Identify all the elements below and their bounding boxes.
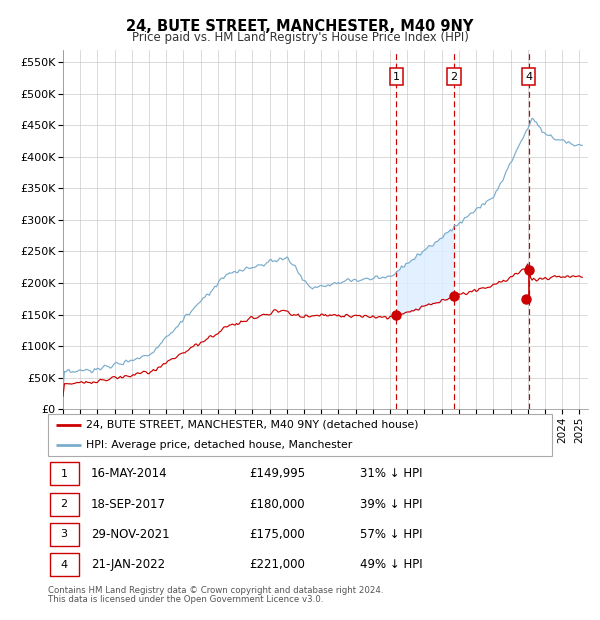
Text: 39% ↓ HPI: 39% ↓ HPI [361, 498, 423, 511]
Text: 4: 4 [525, 71, 532, 82]
Text: This data is licensed under the Open Government Licence v3.0.: This data is licensed under the Open Gov… [48, 595, 323, 604]
Text: 1: 1 [393, 71, 400, 82]
Text: 24, BUTE STREET, MANCHESTER, M40 9NY: 24, BUTE STREET, MANCHESTER, M40 9NY [127, 19, 473, 33]
Text: 2: 2 [61, 499, 68, 509]
Text: 1: 1 [61, 469, 68, 479]
Text: 2: 2 [451, 71, 458, 82]
Text: £221,000: £221,000 [250, 558, 305, 571]
Text: 3: 3 [61, 529, 68, 539]
Text: HPI: Average price, detached house, Manchester: HPI: Average price, detached house, Manc… [86, 440, 352, 450]
Text: 16-MAY-2014: 16-MAY-2014 [91, 467, 167, 481]
Text: Contains HM Land Registry data © Crown copyright and database right 2024.: Contains HM Land Registry data © Crown c… [48, 586, 383, 595]
Text: 49% ↓ HPI: 49% ↓ HPI [361, 558, 423, 571]
Text: 29-NOV-2021: 29-NOV-2021 [91, 528, 169, 541]
Text: Price paid vs. HM Land Registry's House Price Index (HPI): Price paid vs. HM Land Registry's House … [131, 31, 469, 44]
Text: £149,995: £149,995 [250, 467, 306, 481]
FancyBboxPatch shape [50, 493, 79, 516]
Text: 21-JAN-2022: 21-JAN-2022 [91, 558, 165, 571]
Text: 18-SEP-2017: 18-SEP-2017 [91, 498, 166, 511]
Text: £175,000: £175,000 [250, 528, 305, 541]
FancyBboxPatch shape [50, 553, 79, 576]
FancyBboxPatch shape [48, 414, 552, 456]
Text: 24, BUTE STREET, MANCHESTER, M40 9NY (detached house): 24, BUTE STREET, MANCHESTER, M40 9NY (de… [86, 420, 418, 430]
FancyBboxPatch shape [50, 523, 79, 546]
Text: 31% ↓ HPI: 31% ↓ HPI [361, 467, 423, 481]
FancyBboxPatch shape [50, 463, 79, 485]
Text: 4: 4 [61, 560, 68, 570]
Text: 57% ↓ HPI: 57% ↓ HPI [361, 528, 423, 541]
Text: £180,000: £180,000 [250, 498, 305, 511]
